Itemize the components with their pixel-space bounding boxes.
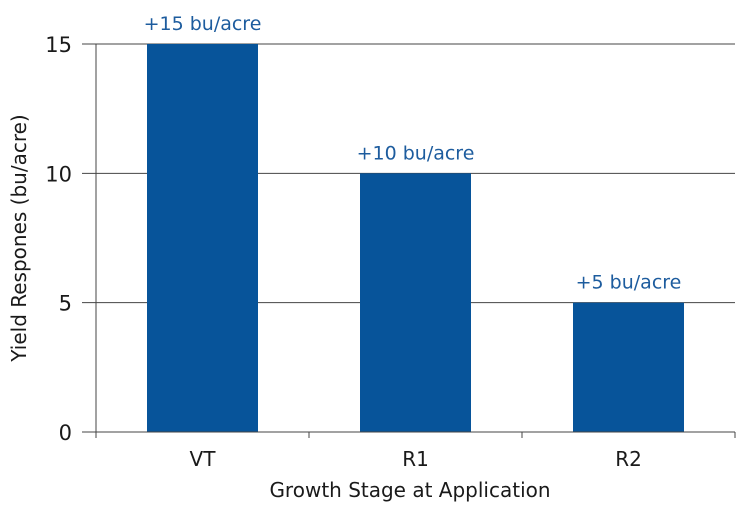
- data-label: +10 bu/acre: [357, 142, 475, 164]
- bar-r1: [360, 173, 471, 433]
- data-label: +15 bu/acre: [144, 13, 262, 35]
- x-tick-label: VT: [190, 447, 217, 471]
- y-tick-label: 5: [59, 292, 72, 316]
- bar-r2: [573, 302, 684, 432]
- y-tick-label: 0: [59, 421, 72, 445]
- bar-vt: [147, 44, 258, 432]
- y-tick-label: 15: [45, 33, 72, 57]
- axes: [95, 44, 736, 438]
- x-tick-label: R2: [615, 447, 642, 471]
- y-axis-title: Yield Respones (bu/acre): [7, 114, 31, 362]
- x-tick-label: R1: [402, 447, 429, 471]
- x-axis-title: Growth Stage at Application: [269, 478, 550, 502]
- data-label: +5 bu/acre: [576, 272, 682, 294]
- tick-labels: 0 5 10 15 VT R1 R2: [45, 33, 642, 471]
- data-labels: +15 bu/acre +10 bu/acre +5 bu/acre: [144, 13, 682, 294]
- bars: [147, 44, 684, 433]
- y-tick-label: 10: [45, 162, 72, 186]
